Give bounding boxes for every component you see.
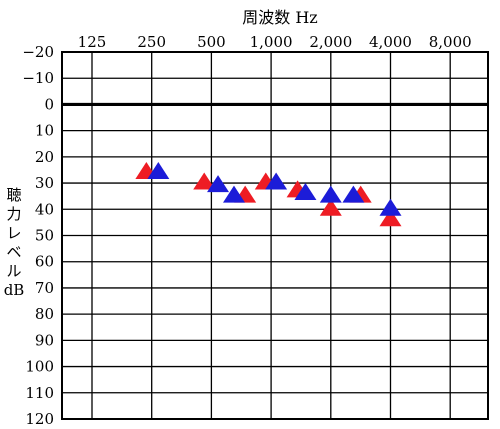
y-tick-label: 80 [35,305,54,323]
triangle-marker [379,209,402,227]
y-tick-label: −20 [22,43,54,61]
y-tick-label: 0 [44,95,54,113]
y-tick-label: 30 [35,174,54,192]
data-markers [135,162,402,227]
y-axis-label-part: ル [6,262,21,280]
plot-border [61,51,489,420]
x-tick-label: 125 [78,33,107,51]
y-tick-label: 40 [35,200,54,218]
triangle-marker [222,185,245,203]
x-tick-label: 1,000 [250,33,293,51]
y-tick-labels: −20 −10 0 10 20 30 40 50 60 70 80 90 100 110 120 [22,43,54,428]
y-tick-label: 50 [35,227,54,245]
triangle-marker [265,172,288,190]
x-tick-label: 8,000 [429,33,472,51]
x-tick-label: 2,000 [309,33,352,51]
triangle-marker [193,172,216,190]
y-tick-label: 110 [25,384,54,402]
y-tick-label: 10 [35,122,54,140]
triangle-marker [147,162,170,180]
y-tick-label: 100 [25,358,54,376]
triangle-marker [294,183,317,201]
triangle-marker [342,185,365,203]
y-axis-label-part: 聴 [6,186,21,204]
triangle-marker [207,175,230,193]
x-tick-label: 500 [197,33,226,51]
x-tick-label: 250 [137,33,166,51]
y-tick-label: 120 [25,410,54,428]
y-axis-label-part: dB [4,281,25,299]
plot-area [61,51,489,420]
chart-title: 周波数 Hz [242,8,317,27]
y-axis-label-part: ベ [6,243,21,261]
y-tick-label: 90 [35,331,54,349]
triangle-marker [319,198,342,216]
triangle-marker [379,198,402,216]
y-tick-label: 20 [35,148,54,166]
y-tick-label: 70 [35,279,54,297]
triangle-marker [319,185,342,203]
x-tick-label: 4,000 [369,33,412,51]
y-axis-label-part: 力 [6,205,21,223]
x-tick-labels: 125 250 500 1,000 2,000 4,000 8,000 [78,33,472,51]
y-axis-label-part: レ [6,224,21,242]
y-tick-label: 60 [35,253,54,271]
y-tick-label: −10 [22,69,54,87]
